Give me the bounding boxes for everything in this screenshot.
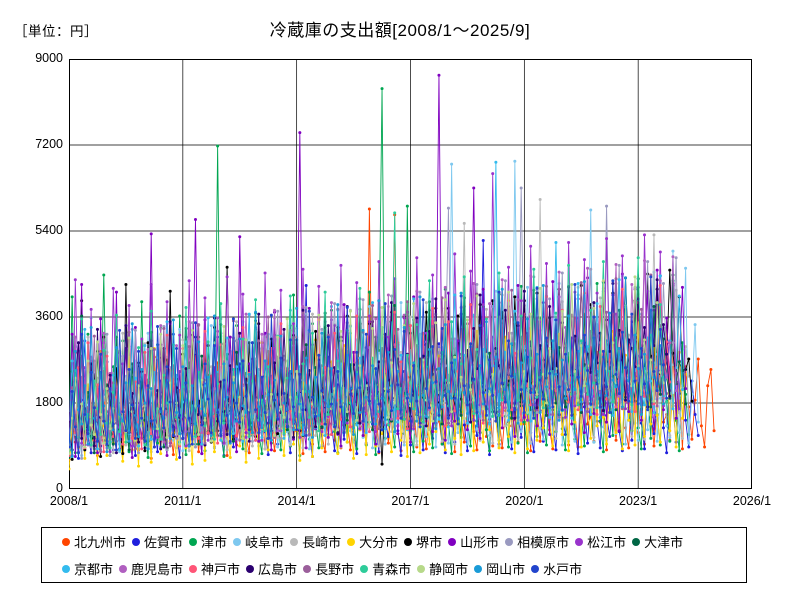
x-axis-tick-label: 2020/1 — [505, 494, 544, 508]
legend-marker-icon — [360, 564, 369, 573]
legend-item[interactable]: 静岡市 — [417, 559, 468, 578]
legend-item[interactable]: 相模原市 — [505, 532, 569, 551]
legend-item-label: 山形市 — [460, 535, 500, 550]
legend-marker-icon — [417, 564, 426, 573]
y-axis-tick-label: 3600 — [35, 309, 63, 323]
x-axis-tick-label: 2026/1 — [732, 494, 772, 508]
legend-item[interactable]: 大津市 — [632, 532, 683, 551]
legend-item-label: 北九州市 — [74, 535, 127, 550]
legend-item-label: 神戸市 — [201, 562, 241, 577]
legend-marker-icon — [189, 564, 198, 573]
legend-item[interactable]: 大分市 — [347, 532, 398, 551]
series-markers — [69, 275, 669, 455]
legend-row-1: 北九州市 佐賀市 津市 岐阜市 長崎市 大分市 堺市 山形市 相模原市 松江市 大津市 — [42, 528, 746, 555]
legend-item[interactable]: 岐阜市 — [233, 532, 284, 551]
unit-label: ［単位：円］ — [14, 24, 98, 39]
legend-item-label: 静岡市 — [429, 562, 469, 577]
legend-marker-icon — [290, 537, 299, 546]
legend-marker-icon — [632, 537, 641, 546]
y-axis-tick-label: 9000 — [35, 51, 63, 65]
legend-item[interactable]: 長崎市 — [290, 532, 341, 551]
legend-item[interactable]: 松江市 — [575, 532, 626, 551]
legend-marker-icon — [119, 564, 128, 573]
legend-item-label: 津市 — [201, 535, 228, 550]
page-title: 冷蔵庫の支出額[2008/1〜2025/9] — [269, 21, 531, 40]
legend-item-label: 佐賀市 — [144, 535, 184, 550]
series-line — [69, 187, 680, 459]
legend-item-label: 長野市 — [315, 562, 355, 577]
legend-marker-icon — [246, 564, 255, 573]
legend-item[interactable]: 堺市 — [404, 532, 442, 551]
legend-item-label: 大分市 — [359, 535, 399, 550]
plot-area — [69, 59, 752, 489]
legend-item[interactable]: 北九州市 — [62, 532, 126, 551]
legend-marker-icon — [505, 537, 514, 546]
x-axis-tick-label: 2008/1 — [49, 494, 89, 508]
y-axis-tick-label: 0 — [56, 481, 63, 495]
x-axis-tick-label: 2014/1 — [277, 494, 316, 508]
legend-marker-icon — [474, 564, 483, 573]
legend-item-label: 京都市 — [74, 562, 114, 577]
legend-marker-icon — [303, 564, 312, 573]
legend-item[interactable]: 長野市 — [303, 559, 354, 578]
legend-item-label: 松江市 — [587, 535, 627, 550]
legend-marker-icon — [531, 564, 540, 573]
legend-marker-icon — [347, 537, 356, 546]
legend-item[interactable]: 京都市 — [62, 559, 113, 578]
x-axis-tick-label: 2011/1 — [164, 494, 202, 508]
legend-row-2: 京都市 鹿児島市 神戸市 広島市 長野市 青森市 静岡市 岡山市 水戸市 — [42, 555, 746, 582]
y-axis-tick-label: 7200 — [35, 137, 63, 151]
x-axis-tick-label: 2023/1 — [619, 494, 658, 508]
legend-item[interactable]: 岡山市 — [474, 559, 525, 578]
legend-item[interactable]: 津市 — [189, 532, 227, 551]
legend-item-label: 水戸市 — [543, 562, 583, 577]
legend-item-label: 堺市 — [416, 535, 443, 550]
series-line — [69, 276, 668, 453]
legend-marker-icon — [575, 537, 584, 546]
legend-item-label: 広島市 — [258, 562, 298, 577]
legend-marker-icon — [189, 537, 198, 546]
x-axis-tick-label: 2017/1 — [391, 494, 430, 508]
legend-marker-icon — [448, 537, 457, 546]
legend-item-label: 岡山市 — [486, 562, 526, 577]
legend-item-label: 大津市 — [644, 535, 684, 550]
legend-marker-icon — [233, 537, 242, 546]
plot-svg — [69, 59, 752, 489]
legend-marker-icon — [404, 537, 413, 546]
legend: 北九州市 佐賀市 津市 岐阜市 長崎市 大分市 堺市 山形市 相模原市 松江市 大津市 京都市 鹿児島… — [41, 527, 747, 583]
y-axis-tick-label: 5400 — [35, 223, 63, 237]
legend-item[interactable]: 鹿児島市 — [119, 559, 183, 578]
y-axis-tick-label: 1800 — [35, 395, 63, 409]
legend-item-label: 鹿児島市 — [131, 562, 184, 577]
legend-item[interactable]: 水戸市 — [531, 559, 582, 578]
legend-marker-icon — [132, 537, 141, 546]
legend-item-label: 相模原市 — [517, 535, 570, 550]
legend-item-label: 岐阜市 — [245, 535, 285, 550]
legend-item-label: 青森市 — [372, 562, 412, 577]
legend-item[interactable]: 青森市 — [360, 559, 411, 578]
legend-marker-icon — [62, 564, 70, 573]
legend-marker-icon — [62, 537, 70, 546]
legend-item[interactable]: 佐賀市 — [132, 532, 183, 551]
legend-item[interactable]: 山形市 — [448, 532, 499, 551]
legend-item[interactable]: 広島市 — [246, 559, 297, 578]
legend-item-label: 長崎市 — [302, 535, 342, 550]
legend-item[interactable]: 神戸市 — [189, 559, 240, 578]
